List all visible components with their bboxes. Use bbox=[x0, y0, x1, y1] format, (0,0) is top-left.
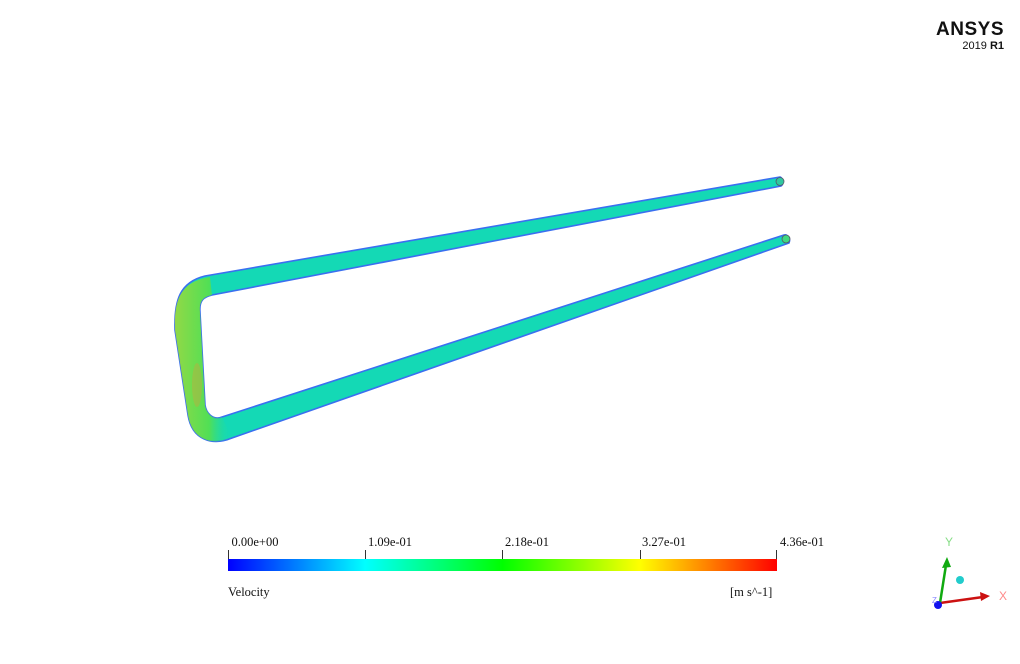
colorbar-tick bbox=[640, 550, 641, 559]
colorbar-tick-label: 2.18e-01 bbox=[504, 535, 550, 549]
inlet-cap bbox=[781, 234, 791, 244]
colorbar-tick bbox=[365, 550, 366, 559]
pipe-surface bbox=[174, 176, 791, 443]
pipe-contour bbox=[174, 176, 791, 443]
colorbar-units: [m s^-1] bbox=[730, 585, 773, 599]
colorbar-tick-label: 3.27e-01 bbox=[641, 535, 687, 549]
colorbar-tick bbox=[502, 550, 503, 559]
colorbar-tick bbox=[228, 550, 229, 559]
ansys-logo: ANSYS 2019 R1 bbox=[936, 19, 1004, 53]
pipe-bend-highlight bbox=[174, 277, 232, 442]
axis-x-label: X bbox=[999, 589, 1007, 603]
colorbar-tick-label: 1.09e-01 bbox=[367, 535, 413, 549]
logo-brand: ANSYS bbox=[936, 19, 1004, 40]
colorbar-gradient bbox=[228, 559, 777, 571]
colorbar-title: Velocity bbox=[228, 585, 270, 599]
axis-y-label: Y bbox=[945, 535, 953, 549]
colorbar-tick-label: 4.36e-01 bbox=[779, 535, 825, 549]
colorbar-tick bbox=[776, 550, 777, 559]
outlet-cap bbox=[775, 177, 785, 186]
pipe-highspeed-spot bbox=[192, 363, 202, 407]
logo-version: 2019 R1 bbox=[936, 40, 1004, 52]
axis-z-label: Z bbox=[932, 596, 937, 605]
colorbar-tick-label: 0.00e+00 bbox=[231, 535, 279, 549]
logo-release: R1 bbox=[989, 40, 1004, 52]
axes-triad: X Y Z bbox=[932, 535, 1007, 609]
logo-year: 2019 bbox=[962, 40, 987, 52]
